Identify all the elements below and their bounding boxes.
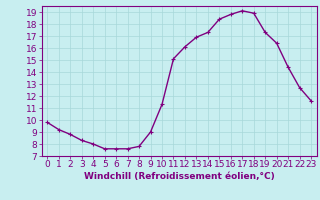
X-axis label: Windchill (Refroidissement éolien,°C): Windchill (Refroidissement éolien,°C) bbox=[84, 172, 275, 181]
